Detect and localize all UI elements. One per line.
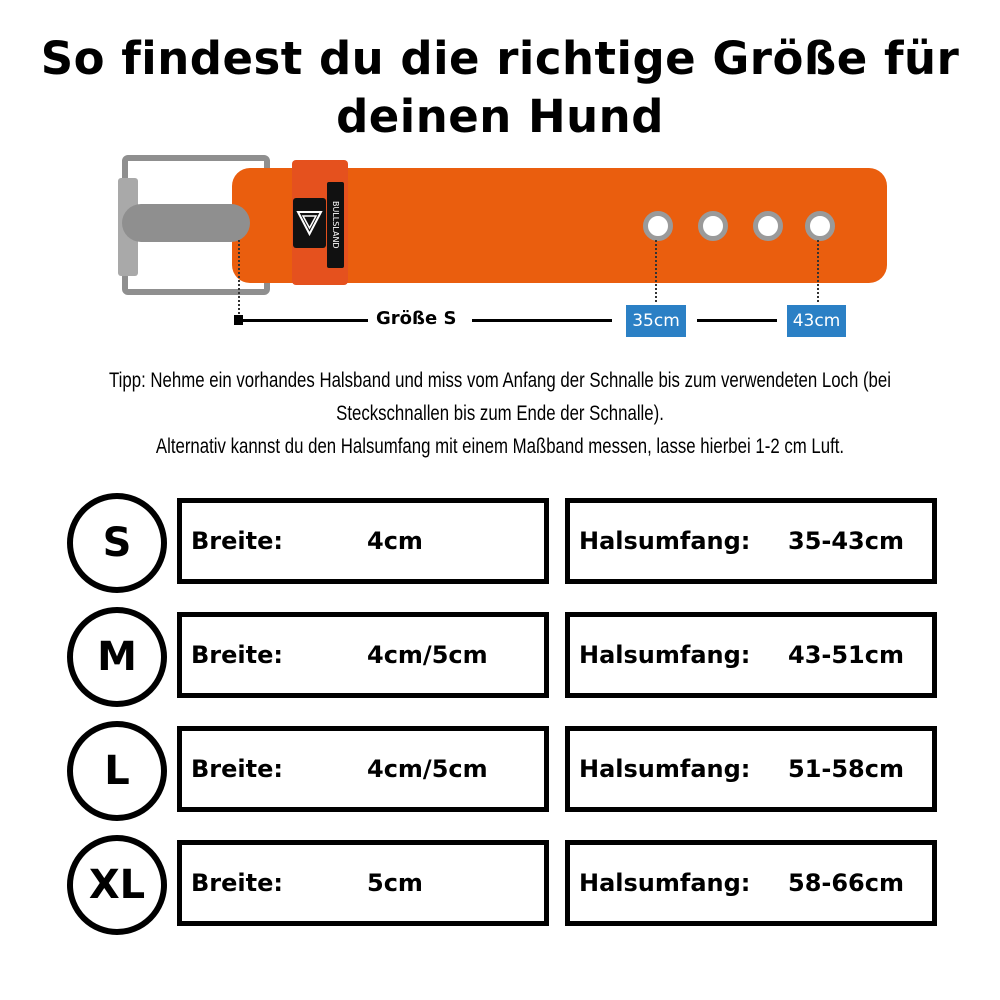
size-badge: L (67, 721, 167, 821)
measure-line (240, 319, 368, 322)
neck-label: Halsumfang: (579, 641, 751, 669)
width-value: 4cm/5cm (367, 641, 488, 669)
size-badge: M (67, 607, 167, 707)
neck-label: Halsumfang: (579, 755, 751, 783)
size-badge: S (67, 493, 167, 593)
belt-hole (805, 211, 835, 241)
width-box: Breite: 4cm/5cm (177, 726, 549, 812)
neck-value: 58-66cm (788, 869, 904, 897)
neck-box: Halsumfang: 35-43cm (565, 498, 937, 584)
measure-line (472, 319, 612, 322)
brand-tag: BULLSLAND (327, 182, 344, 268)
neck-box: Halsumfang: 51-58cm (565, 726, 937, 812)
width-label: Breite: (191, 641, 283, 669)
min-length-label: 35cm (626, 305, 686, 337)
width-box: Breite: 5cm (177, 840, 549, 926)
belt-hole (698, 211, 728, 241)
width-value: 5cm (367, 869, 423, 897)
dotted-guide (817, 240, 819, 302)
belt-hole (753, 211, 783, 241)
neck-box: Halsumfang: 43-51cm (565, 612, 937, 698)
neck-value: 35-43cm (788, 527, 904, 555)
width-label: Breite: (191, 527, 283, 555)
width-value: 4cm (367, 527, 423, 555)
width-value: 4cm/5cm (367, 755, 488, 783)
max-length-label: 43cm (787, 305, 846, 337)
belt-hole (643, 211, 673, 241)
neck-label: Halsumfang: (579, 527, 751, 555)
neck-value: 43-51cm (788, 641, 904, 669)
width-box: Breite: 4cm/5cm (177, 612, 549, 698)
neck-box: Halsumfang: 58-66cm (565, 840, 937, 926)
dotted-guide (655, 240, 657, 302)
measure-start-marker (234, 315, 243, 325)
neck-value: 51-58cm (788, 755, 904, 783)
tip-text: Tipp: Nehme ein vorhandes Halsband und m… (109, 369, 891, 458)
neck-label: Halsumfang: (579, 869, 751, 897)
size-badge: XL (67, 835, 167, 935)
measure-line (697, 319, 777, 322)
brand-logo-icon (293, 198, 326, 248)
buckle-prong (122, 204, 250, 242)
width-label: Breite: (191, 869, 283, 897)
size-label: Größe S (376, 308, 457, 329)
page-title: So findest du die richtige Größe für dei… (40, 32, 960, 143)
dotted-guide (238, 240, 240, 318)
width-label: Breite: (191, 755, 283, 783)
width-box: Breite: 4cm (177, 498, 549, 584)
